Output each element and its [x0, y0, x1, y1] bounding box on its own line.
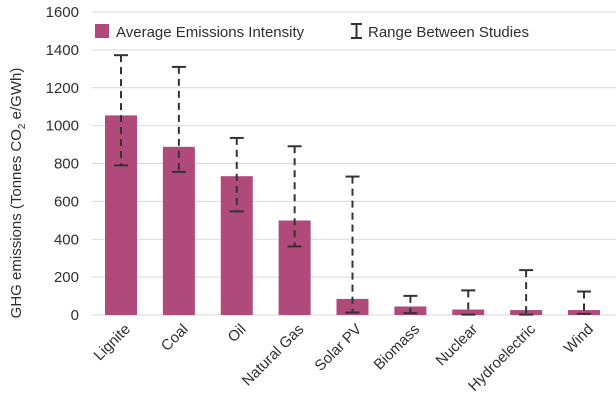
error-range: [519, 269, 534, 316]
bar: [162, 146, 195, 315]
error-range: [461, 289, 476, 316]
category-label: Biomass: [371, 321, 424, 374]
category-label: Oil: [225, 321, 250, 346]
bar: [105, 115, 137, 316]
category-label: Lignite: [91, 321, 134, 364]
error-range: [171, 65, 186, 173]
bar: [568, 310, 600, 315]
category-label: Solar PV: [311, 321, 365, 375]
y-tick-label: 1200: [46, 80, 79, 97]
legend-label-range: Range Between Studies: [368, 24, 529, 41]
y-tick-label: 200: [54, 269, 79, 286]
category-label: Nuclear: [433, 321, 482, 370]
y-tick-label: 1400: [46, 42, 79, 59]
error-range: [114, 54, 128, 167]
legend-swatch-average: [95, 24, 109, 38]
y-tick-label: 400: [54, 231, 79, 248]
y-tick-label: 0: [71, 307, 79, 324]
error-bars: [114, 54, 591, 316]
bar: [220, 176, 253, 315]
error-range: [403, 294, 418, 315]
y-tick-label: 1000: [46, 118, 79, 135]
category-label: Natural Gas: [239, 321, 308, 390]
error-range: [345, 175, 360, 314]
category-label: Wind: [561, 321, 597, 357]
bar: [452, 309, 485, 315]
y-axis-ticks: 0 200 400 600 800 1000 1200 1400 1600: [46, 4, 79, 324]
y-tick-label: 600: [54, 193, 79, 210]
y-tick-label: 1600: [46, 4, 79, 21]
y-axis-label: GHG emissions (Tonnes CO2 e/GWh): [8, 68, 28, 319]
legend-label-average: Average Emissions Intensity: [116, 24, 305, 41]
legend: Average Emissions Intensity Range Betwee…: [95, 23, 529, 41]
error-range: [287, 145, 302, 248]
bar: [336, 298, 369, 315]
legend-range-icon: [351, 23, 362, 39]
error-range: [229, 136, 244, 213]
category-label: Coal: [158, 321, 192, 355]
y-tick-label: 800: [54, 156, 79, 173]
error-range: [577, 290, 591, 315]
